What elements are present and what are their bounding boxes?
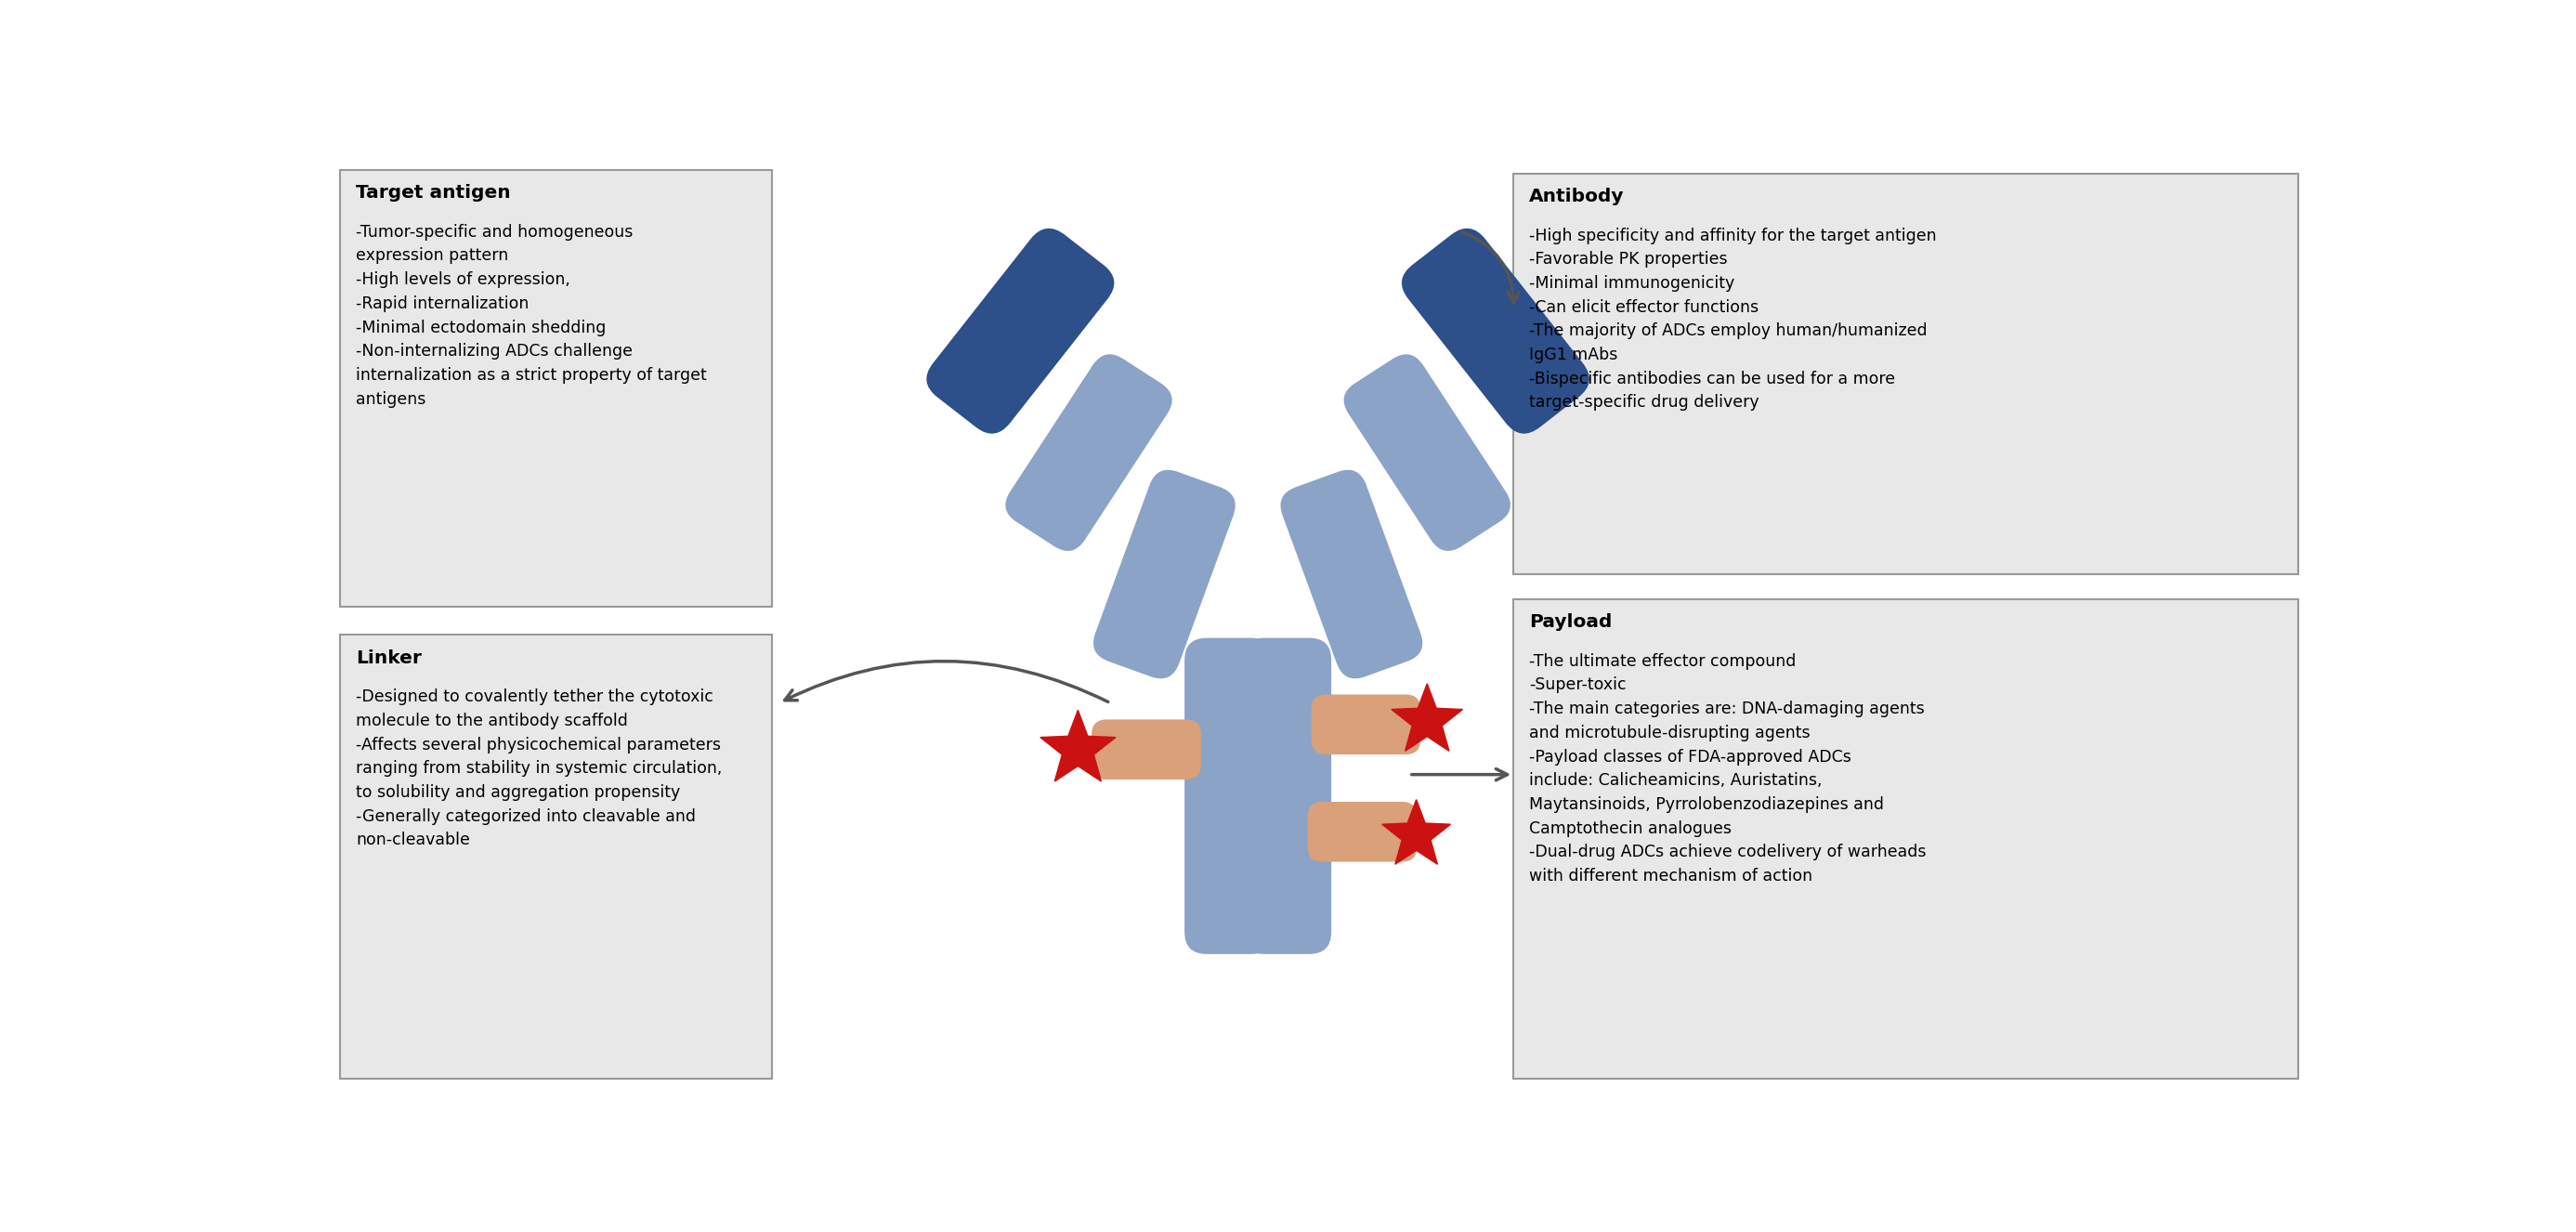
FancyBboxPatch shape xyxy=(340,634,773,1078)
FancyBboxPatch shape xyxy=(927,228,1115,434)
FancyBboxPatch shape xyxy=(1345,355,1510,551)
FancyBboxPatch shape xyxy=(1280,469,1422,679)
FancyBboxPatch shape xyxy=(1242,638,1332,954)
Text: Antibody: Antibody xyxy=(1530,188,1625,206)
FancyBboxPatch shape xyxy=(1515,599,2298,1078)
FancyBboxPatch shape xyxy=(340,170,773,606)
FancyBboxPatch shape xyxy=(1005,355,1172,551)
Text: -High specificity and affinity for the target antigen
-Favorable PK properties
-: -High specificity and affinity for the t… xyxy=(1530,227,1937,411)
FancyBboxPatch shape xyxy=(1401,228,1589,434)
Text: Payload: Payload xyxy=(1530,614,1613,631)
Text: Target antigen: Target antigen xyxy=(355,185,510,202)
Polygon shape xyxy=(1391,684,1463,752)
Text: Linker: Linker xyxy=(355,649,422,667)
Polygon shape xyxy=(1041,710,1115,781)
Text: -The ultimate effector compound
-Super-toxic
-The main categories are: DNA-damag: -The ultimate effector compound -Super-t… xyxy=(1530,653,1927,885)
FancyBboxPatch shape xyxy=(1311,695,1419,754)
FancyBboxPatch shape xyxy=(1185,638,1273,954)
FancyBboxPatch shape xyxy=(1092,719,1200,780)
Text: -Tumor-specific and homogeneous
expression pattern
-High levels of expression,
-: -Tumor-specific and homogeneous expressi… xyxy=(355,224,706,408)
Text: -Designed to covalently tether the cytotoxic
molecule to the antibody scaffold
-: -Designed to covalently tether the cytot… xyxy=(355,689,721,849)
FancyBboxPatch shape xyxy=(1309,802,1417,862)
FancyBboxPatch shape xyxy=(1092,469,1236,679)
Polygon shape xyxy=(1383,800,1450,865)
FancyBboxPatch shape xyxy=(1515,174,2298,574)
